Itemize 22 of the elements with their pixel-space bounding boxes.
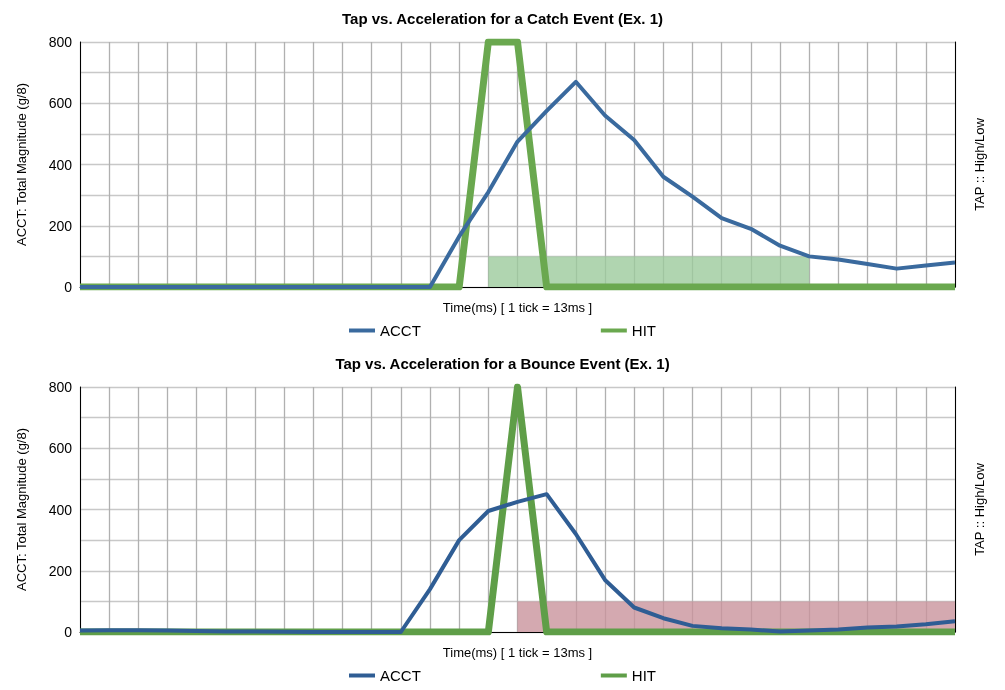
- y-axis-title: ACCT: Total Magnitude (g/8): [14, 82, 29, 247]
- y-tick-label: 400: [48, 501, 73, 518]
- legend-label: HIT: [631, 322, 657, 339]
- y-axis-title: ACCT: Total Magnitude (g/8): [14, 427, 29, 592]
- y-tick-label: 0: [64, 279, 73, 295]
- legend-label: ACCT: [380, 322, 421, 339]
- y-tick-label: 600: [48, 440, 73, 457]
- y-tick-label: 800: [48, 34, 73, 50]
- y2-axis-title: TAP :: High/Low: [972, 462, 987, 556]
- y-tick-label: 400: [48, 156, 73, 173]
- y-tick-label: 600: [48, 95, 73, 112]
- y-tick-label: 800: [48, 379, 73, 395]
- y-tick-label: 0: [64, 624, 73, 640]
- x-axis-title: Time(ms) [ 1 tick = 13ms ]: [442, 300, 593, 315]
- y2-axis-title: TAP :: High/Low: [972, 117, 987, 211]
- y-tick-label: 200: [48, 217, 73, 234]
- chart-title: Tap vs. Acceleration for a Catch Event (Ex. 1): [342, 10, 663, 27]
- x-axis-title: Time(ms) [ 1 tick = 13ms ]: [442, 645, 593, 660]
- legend-label: HIT: [631, 667, 657, 684]
- legend-label: ACCT: [380, 667, 421, 684]
- chart-title: Tap vs. Acceleration for a Bounce Event (Ex. 1): [335, 355, 670, 372]
- y-tick-label: 200: [48, 562, 73, 579]
